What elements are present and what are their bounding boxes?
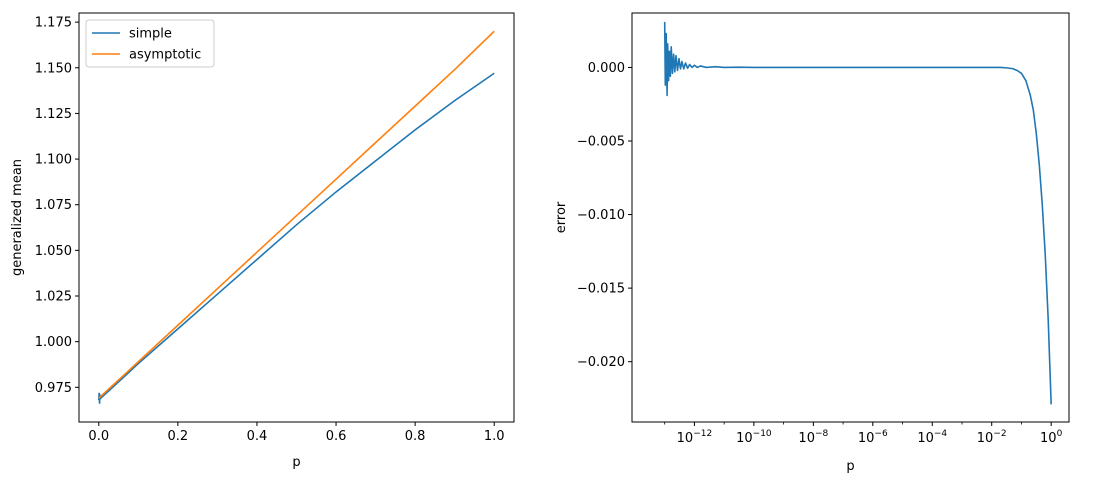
y-tick-label: −0.005 bbox=[577, 134, 625, 149]
x-tick-label: 0.0 bbox=[88, 429, 109, 444]
legend: simple asymptotic bbox=[85, 19, 215, 68]
x-tick-label: 0.4 bbox=[247, 429, 268, 444]
x-axis-label: p bbox=[292, 455, 300, 470]
y-tick-label: 1.175 bbox=[35, 16, 72, 31]
x-tick-label: 0.6 bbox=[326, 429, 347, 444]
series-line-error bbox=[663, 21, 1052, 405]
y-tick-label: 0.000 bbox=[588, 61, 625, 76]
x-tick-label: 100 bbox=[1040, 429, 1063, 446]
legend-entry-asymptotic: asymptotic bbox=[129, 48, 201, 63]
legend-entry-simple: simple bbox=[129, 27, 172, 42]
y-tick-label: 1.025 bbox=[35, 290, 72, 305]
y-tick-label: −0.010 bbox=[577, 208, 625, 223]
y-tick-label: 1.125 bbox=[35, 107, 72, 122]
y-tick-label: 1.000 bbox=[35, 335, 72, 350]
y-tick-label: −0.020 bbox=[577, 355, 625, 370]
x-tick-label: 0.8 bbox=[405, 429, 426, 444]
x-tick-label: 10−6 bbox=[858, 429, 888, 446]
x-tick-label: 1.0 bbox=[484, 429, 505, 444]
x-tick-label: 0.2 bbox=[168, 429, 189, 444]
y-axis-label: error bbox=[554, 201, 569, 233]
x-tick-label: 10−4 bbox=[917, 429, 947, 446]
left-chart: 0.0 0.2 0.4 0.6 0.8 1.0 0.975 1.000 1.025 1.050 1.… bbox=[10, 12, 515, 470]
y-axis-label: generalized mean bbox=[10, 159, 25, 276]
x-tick-label: 10−2 bbox=[977, 429, 1007, 446]
y-tick-label: 0.975 bbox=[35, 381, 72, 396]
y-tick-label: 1.100 bbox=[35, 153, 72, 168]
y-tick-label: 1.075 bbox=[35, 198, 72, 213]
x-tick-label: 10−10 bbox=[736, 429, 772, 446]
y-tick-label: 1.050 bbox=[35, 244, 72, 259]
series-line-asymptotic bbox=[98, 30, 495, 399]
y-tick-label: 1.150 bbox=[35, 61, 72, 76]
legend-box bbox=[85, 19, 215, 68]
y-tick-label: −0.015 bbox=[577, 282, 625, 297]
series-line-simple bbox=[97, 72, 495, 404]
plot-frame bbox=[78, 12, 515, 423]
x-tick-label: 10−8 bbox=[798, 429, 828, 446]
x-tick-label: 10−12 bbox=[677, 429, 713, 446]
right-chart: 10−12 10−10 10−8 10−6 10−4 10−2 100 0.000 −0.005… bbox=[554, 12, 1070, 474]
x-axis-label: p bbox=[846, 459, 854, 474]
plot-frame bbox=[631, 12, 1070, 423]
